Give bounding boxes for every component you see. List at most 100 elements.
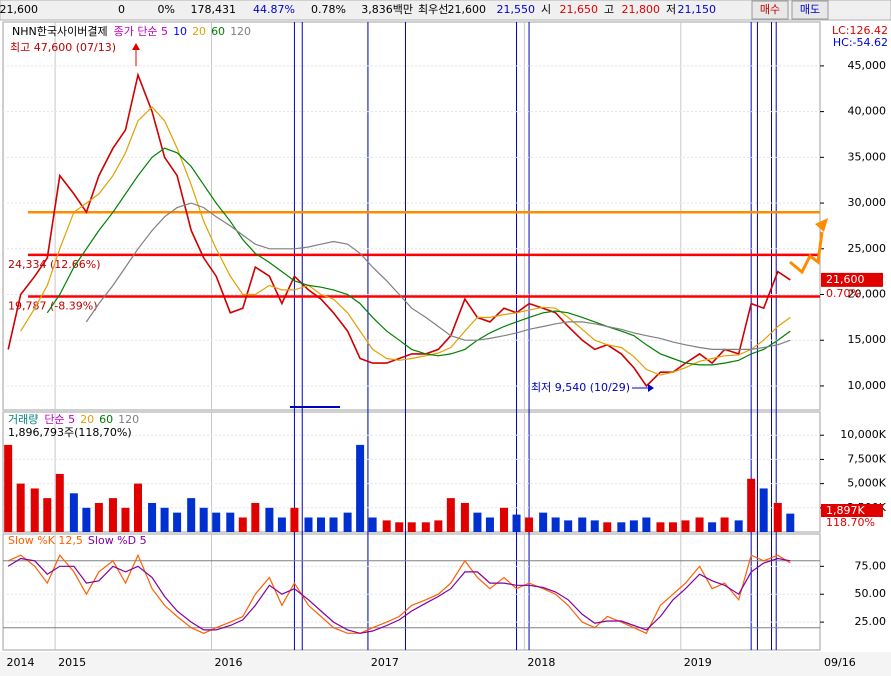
current-price: 21,600 [826, 273, 865, 286]
volume-bar [265, 507, 274, 532]
volume-bar [212, 512, 221, 532]
toolbar-value: 고 [604, 3, 614, 16]
order-button-label[interactable]: 매도 [800, 3, 820, 16]
high-arrow-head [132, 43, 140, 50]
volume-bar [773, 502, 782, 532]
x-tick-label: 2019 [684, 656, 712, 669]
volume-bar [695, 517, 704, 532]
legend-label: 120 [230, 25, 251, 38]
volume-bar [343, 512, 352, 532]
volume-bar [720, 517, 729, 532]
x-tick-label: 2017 [371, 656, 399, 669]
toolbar-value: 178,431 [191, 3, 237, 16]
volume-bar [30, 488, 39, 532]
last-volume: 1,897K [826, 504, 865, 517]
y-tick-label: 7,500K [847, 452, 886, 465]
toolbar-value: 0 [118, 3, 125, 16]
volume-bar [43, 498, 52, 532]
y-tick-label: 50.00 [855, 587, 887, 600]
last-volume-box [821, 504, 883, 517]
volume-bar [578, 517, 587, 532]
x-tick-label: 2018 [527, 656, 555, 669]
toolbar [0, 0, 891, 21]
order-button[interactable] [791, 0, 829, 20]
toolbar-value: 시 [541, 3, 551, 16]
y-tick-label: 20,000 [848, 288, 887, 301]
volume-bar [121, 507, 130, 532]
current-price-box [821, 272, 883, 287]
y-tick-label: 45,000 [848, 59, 887, 72]
volume-bar [434, 520, 443, 532]
hline-label: 19,787 (-8.39%) [8, 299, 97, 312]
toolbar-value: 0.78% [311, 3, 346, 16]
y-tick-label: 10,000K [840, 428, 886, 441]
low-arrow-head [648, 384, 654, 392]
legend-label: 60 [99, 413, 113, 426]
toolbar-value: 21,650 [560, 3, 599, 16]
legend-label: 종가 단순 5 [114, 25, 168, 38]
volume-bar [629, 520, 638, 532]
high-annotation: 최고 47,600 (07/13) [10, 41, 116, 54]
series-line [20, 106, 791, 376]
volume-bar [82, 507, 91, 532]
volume-bar [446, 498, 455, 532]
volume-bar [160, 507, 169, 532]
volume-bar [187, 498, 196, 532]
panel-title: 거래량 [8, 413, 38, 426]
volume-info: 1,896,793주(118,70%) [8, 426, 132, 439]
volume-bar [395, 522, 404, 532]
order-button-label[interactable]: 매수 [760, 3, 780, 16]
volume-bar [539, 512, 548, 532]
series-line [7, 72, 791, 388]
volume-bar [133, 483, 142, 532]
volume-bar [668, 522, 677, 532]
toolbar-value: 3,836백만 [361, 3, 413, 16]
volume-bar [564, 520, 573, 532]
volume-bar [148, 502, 157, 532]
toolbar-value: 21,600 [448, 3, 487, 16]
y-tick-label: 25.00 [855, 615, 887, 628]
stoch-panel [2, 533, 821, 651]
volume-bar [786, 513, 795, 532]
volume-bar [277, 517, 286, 532]
x-tick-label: 2016 [215, 656, 243, 669]
volume-bar [317, 517, 326, 532]
volume-bar [226, 512, 235, 532]
volume-bar [642, 517, 651, 532]
date-label: 09/16 [824, 656, 856, 669]
volume-bar [382, 520, 391, 532]
volume-bar [500, 507, 509, 532]
toolbar-value: 0% [158, 3, 175, 16]
price-panel [2, 21, 821, 411]
volume-bar [525, 517, 534, 532]
toolbar-value: 저 [666, 3, 676, 16]
toolbar-value: 21,800 [622, 3, 661, 16]
volume-bar [473, 512, 482, 532]
x-tick-label: 2015 [58, 656, 86, 669]
toolbar-value: 21,150 [678, 3, 717, 16]
volume-bar [329, 517, 338, 532]
panel-title: NHN한국사이버결제 [12, 25, 108, 38]
low-annotation: 최저 9,540 (10/29) [531, 381, 630, 394]
plot-layer: 21,600 0 0% 178,431 44.87% 0.78% 3,836백만 최우선 21,… [0, 3, 888, 669]
y-tick-label: 30,000 [848, 196, 887, 209]
volume-bar [708, 522, 717, 532]
toolbar-value: 21,550 [497, 3, 536, 16]
current-change: 0.70% [826, 287, 861, 300]
y-tick-label: 75.00 [855, 559, 887, 572]
legend-label: 10 [173, 25, 187, 38]
y-tick-label: 25,000 [848, 242, 887, 255]
volume-bar [617, 522, 626, 532]
y-tick-label: 35,000 [848, 150, 887, 163]
lc-label: LC:126.42 [832, 24, 888, 37]
volume-bar [16, 483, 25, 532]
hc-label: HC:-54.62 [833, 36, 888, 49]
volume-bar [290, 507, 299, 532]
order-button[interactable] [751, 0, 789, 20]
series-line [7, 557, 791, 634]
volume-bar [734, 520, 743, 532]
last-volume-ratio: 118.70% [826, 516, 875, 529]
series-line [85, 202, 791, 350]
volume-bar [485, 517, 494, 532]
